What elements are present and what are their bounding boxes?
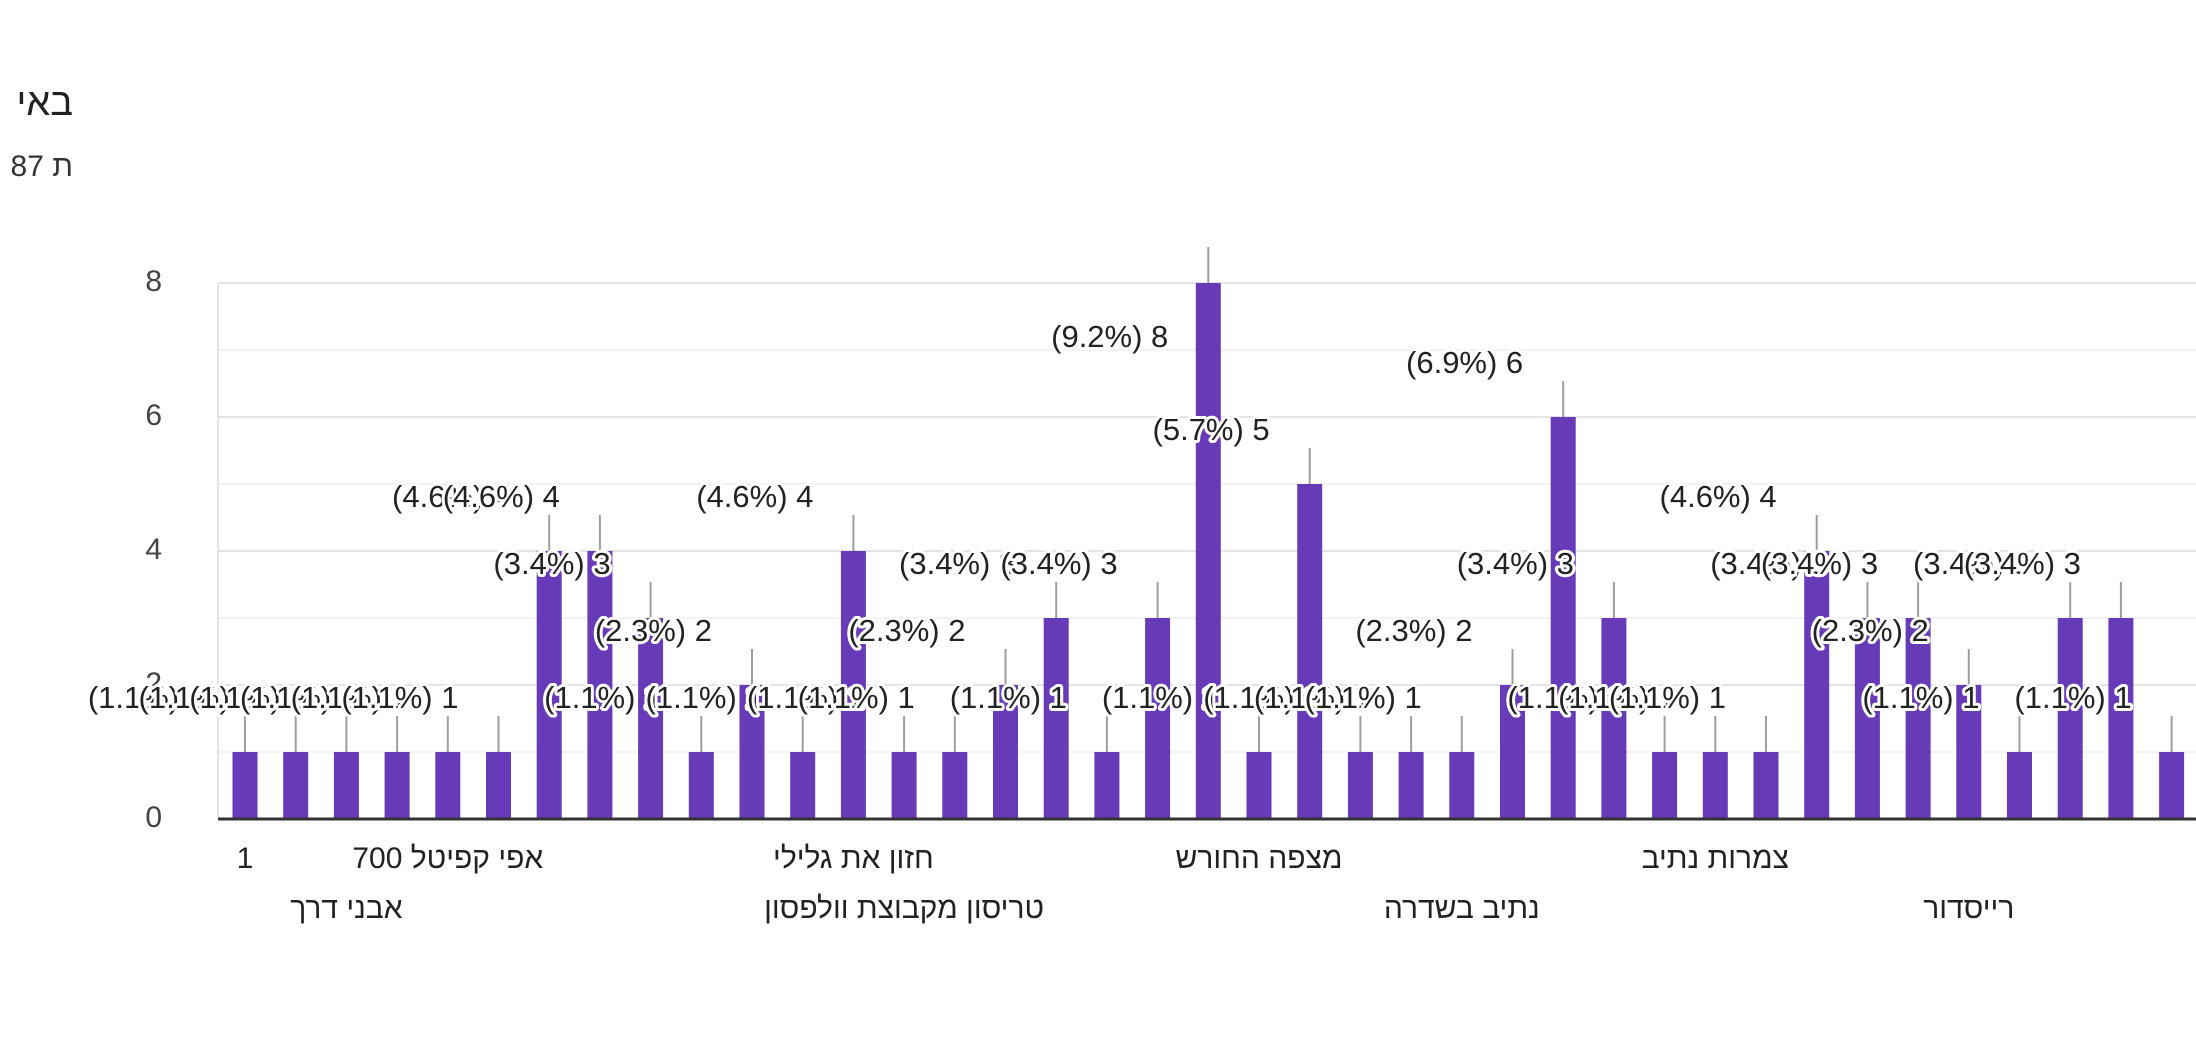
- value-label: (1.1%) 1: [291, 680, 408, 715]
- value-label: (4.6%) 4: [1660, 479, 1777, 514]
- value-label: (1.1%) 1: [2014, 680, 2131, 715]
- bar: [1753, 752, 1779, 819]
- bar: [1804, 551, 1830, 819]
- bar: [587, 551, 613, 819]
- bar: [1601, 618, 1627, 819]
- value-label: (1.1%) 1: [139, 680, 256, 715]
- value-label: (1.1%) 1: [189, 680, 306, 715]
- value-label: (1.1%) 1: [88, 680, 205, 715]
- bar: [1246, 752, 1272, 819]
- value-label: (1.1%) 1: [1254, 680, 1371, 715]
- bar: [688, 752, 714, 819]
- value-label: (1.1%) 1: [1609, 680, 1726, 715]
- bar: [2159, 752, 2185, 819]
- bar: [942, 752, 968, 819]
- value-label: (6.9%) 6: [1406, 345, 1523, 380]
- bar: [1145, 618, 1171, 819]
- bar: [1195, 283, 1221, 819]
- y-tick-label: 8: [145, 265, 162, 298]
- value-label: (3.4%) 3: [1000, 546, 1117, 581]
- value-label: (5.7%) 5: [1153, 412, 1270, 447]
- value-label: (1.1%) 1: [798, 680, 915, 715]
- bar: [739, 685, 765, 819]
- bar: [1702, 752, 1728, 819]
- x-tick-label: 1: [237, 842, 254, 875]
- bar: [1297, 484, 1323, 819]
- bar: [283, 752, 309, 819]
- bar: [1550, 417, 1576, 819]
- value-label: (3.4%) 3: [1457, 546, 1574, 581]
- bar: [790, 752, 816, 819]
- value-label: (2.3%) 2: [1812, 613, 1929, 648]
- bar: [1905, 618, 1931, 819]
- x-tick-label: צמרות נתיב: [1642, 842, 1789, 875]
- bar: [1347, 752, 1373, 819]
- chart-subtitle: 87 ת: [11, 150, 73, 183]
- value-label: (4.6%) 4: [443, 479, 560, 514]
- bar: [1398, 752, 1424, 819]
- value-label: (1.1%) 1: [1102, 680, 1219, 715]
- value-label: (3.4%) 3: [1761, 546, 1878, 581]
- value-label: (4.6%) 4: [696, 479, 813, 514]
- value-label: (3.4%) 3: [1710, 546, 1827, 581]
- value-label: (1.1%) 1: [341, 680, 458, 715]
- y-tick-label: 2: [145, 667, 162, 700]
- bar: [1043, 618, 1069, 819]
- value-label: (1.1%) 1: [1558, 680, 1675, 715]
- value-label: (1.1%) 1: [240, 680, 357, 715]
- bar: [891, 752, 917, 819]
- value-label: (3.4%) 3: [899, 546, 1016, 581]
- value-label: (1.1%) 1: [950, 680, 1067, 715]
- bar: [384, 752, 410, 819]
- value-label: (4.6%) 4: [392, 479, 509, 514]
- bar: [232, 752, 258, 819]
- x-tick-label: חזון את גלילי: [773, 842, 934, 875]
- chart-title: באי: [17, 82, 73, 124]
- value-label: (1.1%) 1: [544, 680, 661, 715]
- value-label: (1.1%) 1: [646, 680, 763, 715]
- bar: [333, 752, 359, 819]
- value-label: (2.3%) 2: [1355, 613, 1472, 648]
- bar: [2057, 618, 2083, 819]
- bar: [2007, 752, 2032, 819]
- bar: [993, 685, 1018, 819]
- bar: [1652, 752, 1678, 819]
- value-label: (9.2%) 8: [1051, 319, 1168, 354]
- x-tick-label: רייסדור: [1923, 892, 2014, 925]
- bar: [536, 551, 562, 819]
- x-tick-label: אפי קפיטל 700: [352, 842, 543, 875]
- x-tick-label: טריסון מקבוצת וולפסון: [764, 892, 1044, 925]
- y-tick-label: 4: [145, 533, 162, 566]
- y-tick-label: 6: [145, 399, 162, 432]
- x-tick-label: מצפה החורש: [1175, 842, 1342, 875]
- bar: [1500, 685, 1525, 819]
- bar: [435, 752, 461, 819]
- bar: [638, 618, 664, 819]
- value-label: (1.1%) 1: [1862, 680, 1979, 715]
- bar: [1956, 685, 1982, 819]
- value-label: (1.1%) 1: [1507, 680, 1624, 715]
- bar: [2108, 618, 2134, 819]
- value-label: (2.3%) 2: [595, 613, 712, 648]
- bar: [486, 752, 511, 819]
- value-label: (1.1%) 1: [1203, 680, 1320, 715]
- bar: [1094, 752, 1120, 819]
- y-tick-label: 0: [145, 801, 162, 834]
- value-label: (3.4%) 3: [1913, 546, 2030, 581]
- value-label: (2.3%) 2: [848, 613, 965, 648]
- x-tick-label: אבני דרך: [290, 892, 403, 925]
- x-tick-label: נתיב בשדרה: [1384, 892, 1540, 925]
- bar: [1449, 752, 1475, 819]
- bar: [1854, 618, 1880, 819]
- value-label: (3.4%) 3: [1964, 546, 2081, 581]
- value-label: (3.4%) 3: [493, 546, 610, 581]
- value-label: (1.1%) 1: [1305, 680, 1422, 715]
- value-label: (1.1%) 1: [747, 680, 864, 715]
- bar: [840, 551, 866, 819]
